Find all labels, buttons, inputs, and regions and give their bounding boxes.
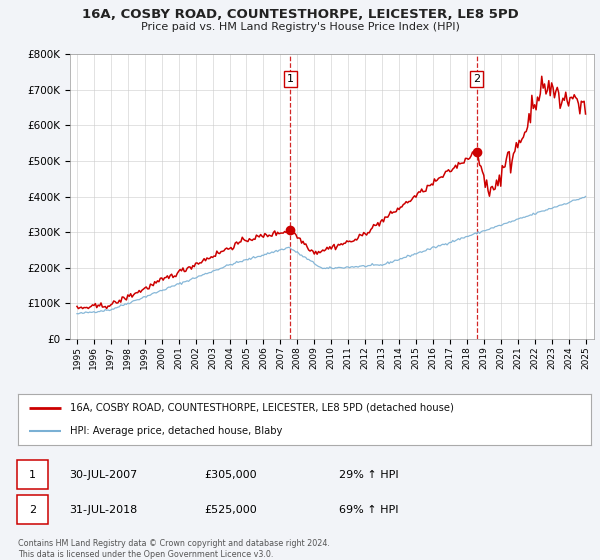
Text: Price paid vs. HM Land Registry's House Price Index (HPI): Price paid vs. HM Land Registry's House … [140,22,460,32]
Text: 31-JUL-2018: 31-JUL-2018 [69,505,137,515]
Text: HPI: Average price, detached house, Blaby: HPI: Average price, detached house, Blab… [70,426,282,436]
Text: 29% ↑ HPI: 29% ↑ HPI [339,470,398,480]
Text: 30-JUL-2007: 30-JUL-2007 [69,470,137,480]
Text: £305,000: £305,000 [204,470,257,480]
Text: This data is licensed under the Open Government Licence v3.0.: This data is licensed under the Open Gov… [18,550,274,559]
Text: 16A, COSBY ROAD, COUNTESTHORPE, LEICESTER, LE8 5PD: 16A, COSBY ROAD, COUNTESTHORPE, LEICESTE… [82,8,518,21]
Text: 1: 1 [287,74,294,84]
Text: 16A, COSBY ROAD, COUNTESTHORPE, LEICESTER, LE8 5PD (detached house): 16A, COSBY ROAD, COUNTESTHORPE, LEICESTE… [70,403,454,413]
Text: £525,000: £525,000 [204,505,257,515]
Text: 2: 2 [473,74,480,84]
Text: 69% ↑ HPI: 69% ↑ HPI [339,505,398,515]
Text: Contains HM Land Registry data © Crown copyright and database right 2024.: Contains HM Land Registry data © Crown c… [18,539,330,548]
Text: 2: 2 [29,505,36,515]
Text: 1: 1 [29,470,36,480]
